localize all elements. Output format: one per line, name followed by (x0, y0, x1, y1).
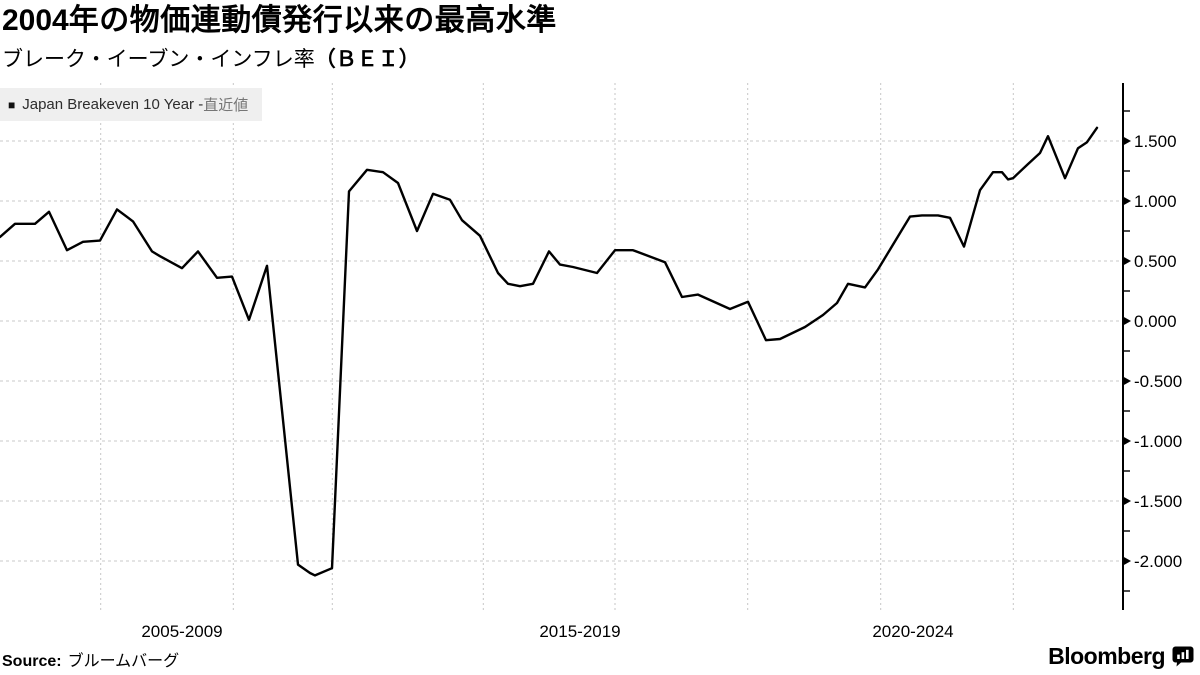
page-title-text: 年の物価連動債発行以来の最高水準 (68, 4, 557, 37)
legend-swatch-icon: ■ (8, 97, 16, 112)
source-label: Source: (2, 653, 62, 670)
legend-latest-value-label: 直近値 (203, 97, 249, 114)
y-tick-label: 0.000 (1134, 312, 1177, 331)
page-subtitle: ブレーク・イーブン・インフレ率（ＢＥＩ） (2, 46, 420, 74)
y-major-tick-arrow (1123, 196, 1131, 206)
page-subtitle-text: ブレーク・イーブン・インフレ率 (2, 48, 315, 71)
series-line (0, 126, 1099, 577)
legend: ■ Japan Breakeven 10 Year - 直近値 (0, 88, 263, 121)
y-major-tick-arrow (1123, 136, 1131, 146)
source-line: Source: ブルームバーグ (2, 647, 179, 671)
y-major-tick-arrow (1123, 256, 1131, 266)
y-major-tick-arrow (1123, 496, 1131, 506)
x-tick-label: 2020-2024 (872, 622, 953, 641)
bloomberg-wordmark: Bloomberg (1048, 643, 1165, 669)
y-major-tick-arrow (1123, 316, 1131, 326)
page-title-year: 2004 (2, 4, 69, 37)
legend-series-label: Japan Breakeven 10 Year - (22, 96, 204, 113)
y-tick-label: -1.000 (1134, 432, 1182, 451)
y-tick-label: -2.000 (1134, 552, 1182, 571)
y-major-tick-arrow (1123, 436, 1131, 446)
y-major-tick-arrow (1123, 376, 1131, 386)
bloomberg-logo-icon (1172, 646, 1194, 667)
y-tick-label: -0.500 (1134, 372, 1182, 391)
bloomberg-brand: Bloomberg (1048, 643, 1194, 670)
x-tick-label: 2015-2019 (539, 622, 620, 641)
y-tick-label: 1.500 (1134, 132, 1177, 151)
source-value: ブルームバーグ (67, 653, 180, 670)
y-tick-label: -1.500 (1134, 492, 1182, 511)
y-tick-label: 0.500 (1134, 252, 1177, 271)
page-title: 2004年の物価連動債発行以来の最高水準 (2, 0, 557, 42)
y-tick-label: 1.000 (1134, 192, 1177, 211)
page-subtitle-abbrev: （ＢＥＩ） (314, 48, 420, 71)
x-tick-label: 2005-2009 (141, 622, 222, 641)
y-major-tick-arrow (1123, 556, 1131, 566)
